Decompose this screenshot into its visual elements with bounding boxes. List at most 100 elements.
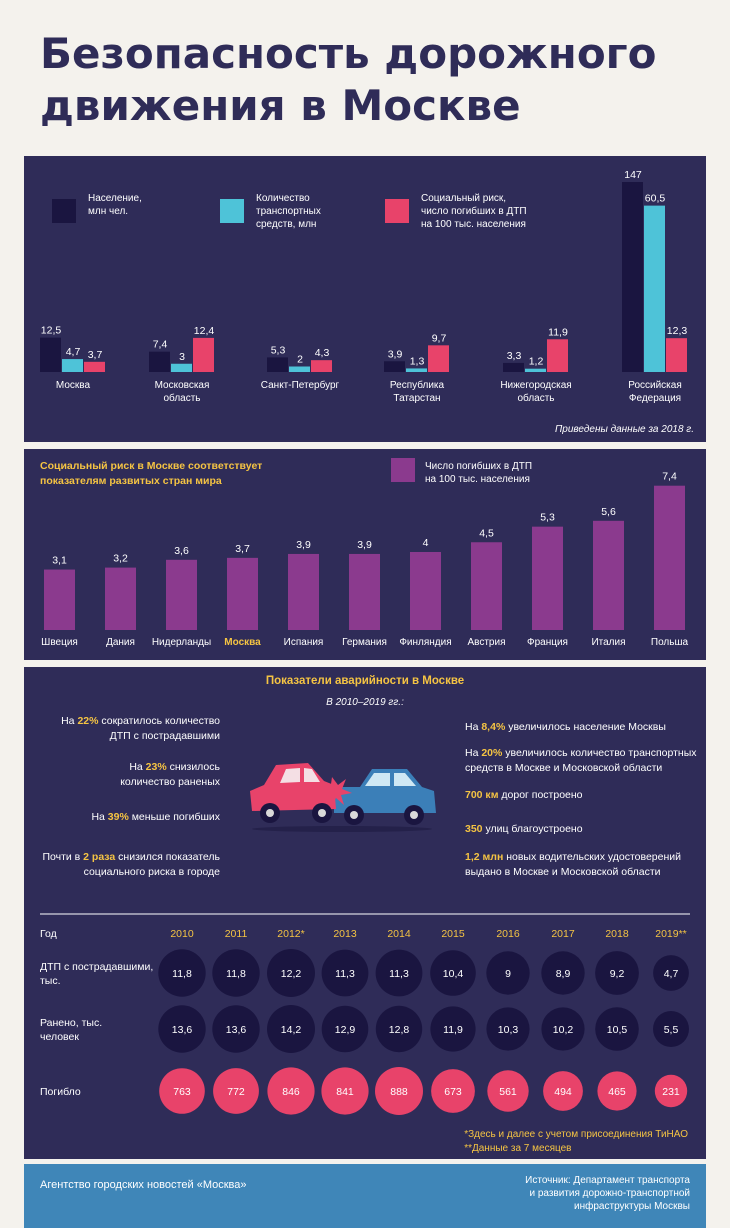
- bubble-0-0: [158, 949, 206, 997]
- country-label-3: Москва: [224, 637, 261, 648]
- bubble-value-2-8: 465: [608, 1086, 626, 1098]
- bubble-2-5: [431, 1069, 475, 1113]
- bubble-0-9: [653, 955, 689, 991]
- bar-label-risk-1: 12,4: [194, 325, 215, 337]
- legend-label-risk: Социальный риск,: [421, 193, 506, 204]
- bubble-1-2: [267, 1005, 315, 1053]
- legend-label-deaths: на 100 тыс. населения: [425, 474, 530, 485]
- crash-spark-icon: [322, 777, 352, 807]
- legend-label-vehicles: Количество: [256, 193, 310, 204]
- bubble-1-9: [653, 1011, 689, 1047]
- source-line-3: инфраструктуры Москвы: [574, 1201, 690, 1212]
- bubble-value-1-6: 10,3: [498, 1024, 519, 1036]
- legend-label-risk: на 100 тыс. населения: [421, 219, 526, 230]
- bar-risk-3: [428, 345, 449, 372]
- year-4: 2014: [387, 928, 411, 940]
- category-label-1: Московская: [155, 380, 210, 391]
- bar-label-population-0: 12,5: [41, 325, 62, 337]
- year-0: 2010: [170, 928, 194, 940]
- bar-label-risk-4: 11,9: [548, 326, 568, 338]
- bubble-2-9: [654, 1074, 688, 1108]
- bar-label-risk-5: 12,3: [667, 325, 688, 337]
- bar-risk-2: [311, 360, 332, 372]
- bar-vehicles-5: [644, 205, 665, 372]
- bubble-2-6: [487, 1070, 529, 1112]
- bubble-0-2: [267, 949, 315, 997]
- regions-chart: Население, млн чел. Количество транспортных…: [40, 169, 688, 404]
- bubble-value-0-7: 8,9: [556, 968, 571, 980]
- bar-risk-0: [84, 361, 105, 372]
- country-value-1: 3,2: [113, 553, 128, 565]
- regions-chart-note: Приведены данные за 2018 г.: [555, 424, 694, 435]
- legend-swatch-vehicles: [220, 199, 244, 223]
- country-label-10: Польша: [651, 637, 689, 648]
- fact-right-2: 700 км дорог построено: [465, 789, 583, 801]
- bar-label-vehicles-0: 4,7: [66, 346, 81, 358]
- year-7: 2017: [551, 928, 575, 940]
- legend-label-risk: число погибших в ДТП: [421, 205, 527, 217]
- category-label-4: область: [517, 392, 554, 404]
- year-3: 2013: [333, 928, 357, 940]
- car-crash-illustration: [250, 763, 436, 832]
- row-label-2: Погибло: [40, 1086, 81, 1098]
- accidents-table: Год 2010 2011 2012* 2013 2014 2015 2016 2017 2018…: [40, 913, 690, 1115]
- category-label-3: Татарстан: [393, 393, 440, 404]
- bubble-2-1: [213, 1068, 259, 1114]
- country-bar-4: [288, 553, 319, 630]
- bubble-1-6: [486, 1007, 530, 1051]
- accidents-title: Показатели аварийности в Москве: [265, 675, 465, 687]
- bubble-0-8: [595, 951, 639, 995]
- bubble-0-3: [321, 949, 369, 997]
- country-label-9: Италия: [591, 637, 625, 648]
- bar-label-vehicles-5: 60,5: [645, 193, 666, 205]
- source-line-2: и развития дорожно-транспортной: [529, 1188, 690, 1199]
- fact-right-1: На 20% увеличилось количество транспортн…: [465, 747, 697, 774]
- blue-car-icon: [334, 769, 436, 825]
- bubble-0-1: [212, 949, 260, 997]
- country-bar-9: [593, 520, 624, 630]
- country-bar-6: [410, 552, 441, 630]
- bubble-value-0-3: 11,3: [335, 968, 355, 980]
- bar-label-population-3: 3,9: [388, 348, 403, 360]
- category-label-0: Москва: [56, 380, 91, 391]
- country-value-5: 3,9: [357, 539, 372, 551]
- bubble-value-1-1: 13,6: [226, 1024, 247, 1036]
- bar-population-1: [149, 351, 170, 372]
- source-line-1: Источник: Департамент транспорта: [525, 1175, 690, 1186]
- bubble-value-1-9: 5,5: [664, 1024, 679, 1036]
- legend-label-population: Население,: [88, 193, 142, 204]
- bubble-2-2: [267, 1067, 315, 1115]
- bar-population-0: [40, 337, 61, 372]
- row-label-1: человек: [40, 1031, 79, 1043]
- bubble-value-2-5: 673: [444, 1086, 462, 1098]
- bar-label-population-5: 147: [624, 169, 642, 181]
- bar-population-3: [384, 361, 405, 372]
- legend-swatch-population: [52, 199, 76, 223]
- country-value-6: 4: [423, 537, 429, 549]
- country-label-6: Финляндия: [399, 637, 451, 648]
- bubble-value-0-5: 10,4: [443, 968, 464, 980]
- bubble-value-2-0: 763: [173, 1086, 191, 1098]
- table-footnotes: *Здесь и далее с учетом присоединения Ти…: [464, 1128, 688, 1156]
- bar-population-5: [622, 182, 643, 372]
- bubble-value-1-8: 10,5: [607, 1024, 628, 1036]
- country-value-9: 5,6: [601, 506, 616, 518]
- country-label-8: Франция: [527, 637, 568, 648]
- bubble-value-2-1: 772: [227, 1086, 245, 1098]
- bar-vehicles-0: [62, 359, 83, 372]
- footer: Агентство городских новостей «Москва» Ис…: [24, 1164, 706, 1228]
- row-label-0: ДТП с пострадавшими,: [40, 961, 153, 973]
- countries-chart: Социальный риск в Москве соответствует по…: [40, 458, 689, 648]
- countries-chart-panel: Социальный риск в Москве соответствует по…: [24, 449, 706, 660]
- bar-label-population-2: 5,3: [271, 344, 286, 356]
- countries-title: Социальный риск в Москве соответствует: [40, 460, 262, 472]
- period-label: В 2010–2019 гг.:: [326, 697, 404, 708]
- year-9: 2019**: [655, 928, 687, 940]
- row-label-0: тыс.: [40, 975, 61, 987]
- legend-swatch-deaths: [391, 458, 415, 482]
- years-header: Год: [40, 928, 57, 940]
- country-value-7: 4,5: [479, 527, 494, 539]
- year-5: 2015: [441, 928, 465, 940]
- country-value-8: 5,3: [540, 512, 555, 524]
- countries-title: показателям развитых стран мира: [40, 475, 222, 487]
